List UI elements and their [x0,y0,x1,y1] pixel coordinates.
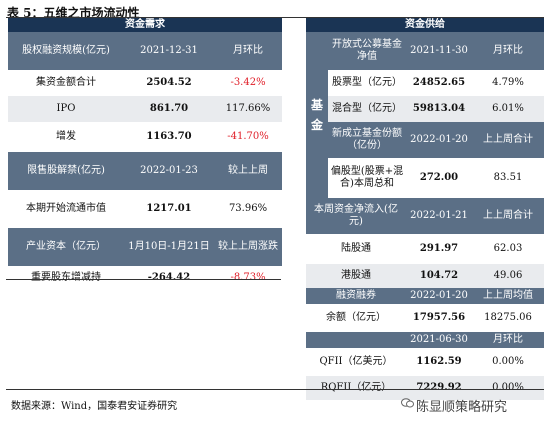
row-change: 6.01% [472,96,544,122]
capital-demand-table: 资金需求 股权融资规模(亿元) 2021-12-31 月环比 集资金额合计 25… [8,18,283,290]
row-change: 上上周合计 [472,122,544,158]
watermark-text: 陈显顺策略研究 [416,400,508,415]
table-row: 2021-06-30 月环比 [306,332,544,348]
title-rule [6,17,544,18]
row-change: 0.00% [472,348,544,376]
row-value: 1163.70 [124,122,214,152]
row-value: 104.72 [406,264,472,288]
row-label: 产业资本（亿元） [8,228,124,266]
row-change: 62.03 [472,234,544,264]
row-label: 融资融券 [306,288,406,304]
table-row: RQFII（亿元） 7229.92 0.00% [306,376,544,400]
left-bottom-rule [6,279,281,280]
row-change: -3.42% [214,70,283,96]
row-change: 117.66% [214,96,283,122]
row-change: -8.73% [214,266,283,290]
row-value: 2021-06-30 [406,332,472,348]
table-row: 基金 开放式公募基金净值 2021-11-30 月环比 [306,32,544,198]
table-row: 新成立基金份额（亿份） 2022-01-20 上上周合计 [306,122,544,158]
bottom-rule [6,389,544,390]
row-value: 861.70 [124,96,214,122]
row-change: 上上周均值 [472,288,544,304]
row-label: 陆股通 [306,234,406,264]
row-label: IPO [8,96,124,122]
row-value: 2022-01-20 [406,122,472,158]
table-row: IPO 861.70 117.66% [8,96,283,122]
table-row: 偏股型(股票+混合)本周总和 272.00 83.51 [306,158,544,198]
row-change: 月环比 [472,32,544,70]
table-row: 陆股通 291.97 62.03 [306,234,544,264]
row-value: 17957.56 [406,304,472,332]
row-change: -41.70% [214,122,283,152]
row-label: 股权融资规模(亿元) [8,32,124,70]
row-value: 272.00 [406,158,472,198]
row-label: QFII（亿美元） [306,348,406,376]
row-label: RQFII（亿元） [306,376,406,400]
table-row: 融资融券 2022-01-20 上上周均值 [306,288,544,304]
row-value: 2022-01-21 [406,198,472,234]
table-row: 余额（亿元） 17957.56 18275.06 [306,304,544,332]
row-change: 较上上周 [214,152,283,190]
table-row: 重要股东增减持 -264.42 -8.73% [8,266,283,290]
row-change: 4.79% [472,70,544,96]
table-row: 本周资金净流入(亿元) 2022-01-21 上上周合计 [306,198,544,234]
capital-supply-table: 资金供给 基金 开放式公募基金净值 2021-11-30 月环比 股票型（亿元）… [306,18,544,400]
row-label: 重要股东增减持 [8,266,124,290]
row-value: 2021-11-30 [406,32,472,70]
row-label: 偏股型(股票+混合)本周总和 [328,158,406,198]
row-value: 1月10日-1月21日 [124,228,214,266]
row-label: 新成立基金份额（亿份） [328,122,406,158]
row-label: 港股通 [306,264,406,288]
table-row: 本期开始流通市值 1217.01 73.96% [8,190,283,228]
row-change: 49.06 [472,264,544,288]
row-change: 83.51 [472,158,544,198]
row-change: 月环比 [214,32,283,70]
fund-side-label: 基金 [306,32,328,198]
row-value: 2504.52 [124,70,214,96]
row-value: 291.97 [406,234,472,264]
row-value: 1217.01 [124,190,214,228]
row-label: 本期开始流通市值 [8,190,124,228]
capital-supply-header: 资金供给 [306,18,544,32]
table-row: 港股通 104.72 49.06 [306,264,544,288]
row-change: 上上周合计 [472,198,544,234]
row-value: 24852.65 [406,70,472,96]
row-change: 18275.06 [472,304,544,332]
row-label: 本周资金净流入(亿元) [306,198,406,234]
row-change: 73.96% [214,190,283,228]
row-value: 59813.04 [406,96,472,122]
table-row: 限售股解禁(亿元) 2022-01-23 较上上周 [8,152,283,190]
row-label: 混合型（亿元） [328,96,406,122]
row-label [306,332,406,348]
table-row: 增发 1163.70 -41.70% [8,122,283,152]
table-row: QFII（亿美元） 1162.59 0.00% [306,348,544,376]
row-label: 增发 [8,122,124,152]
row-value: -264.42 [124,266,214,290]
row-value: 7229.92 [406,376,472,400]
row-change: 月环比 [472,332,544,348]
row-change: 0.00% [472,376,544,400]
row-value: 2022-01-20 [406,288,472,304]
wechat-icon [401,398,414,408]
table-row: 股票型（亿元） 24852.65 4.79% [306,70,544,96]
row-label: 股票型（亿元） [328,70,406,96]
row-value: 2021-12-31 [124,32,214,70]
row-label: 限售股解禁(亿元) [8,152,124,190]
row-label: 余额（亿元） [306,304,406,332]
table-title: 表 5：五维之市场流动性 [7,6,140,20]
table-row: 产业资本（亿元） 1月10日-1月21日 较上上周涨跌 [8,228,283,266]
table-row: 集资金额合计 2504.52 -3.42% [8,70,283,96]
capital-demand-header: 资金需求 [8,18,283,32]
table-row: 混合型（亿元） 59813.04 6.01% [306,96,544,122]
row-value: 1162.59 [406,348,472,376]
data-source-note: 数据来源：Wind，国泰君安证券研究 [11,401,178,412]
row-label: 集资金额合计 [8,70,124,96]
row-label: 开放式公募基金净值 [328,32,406,70]
row-change: 较上上周涨跌 [214,228,283,266]
row-value: 2022-01-23 [124,152,214,190]
table-row: 股权融资规模(亿元) 2021-12-31 月环比 [8,32,283,70]
